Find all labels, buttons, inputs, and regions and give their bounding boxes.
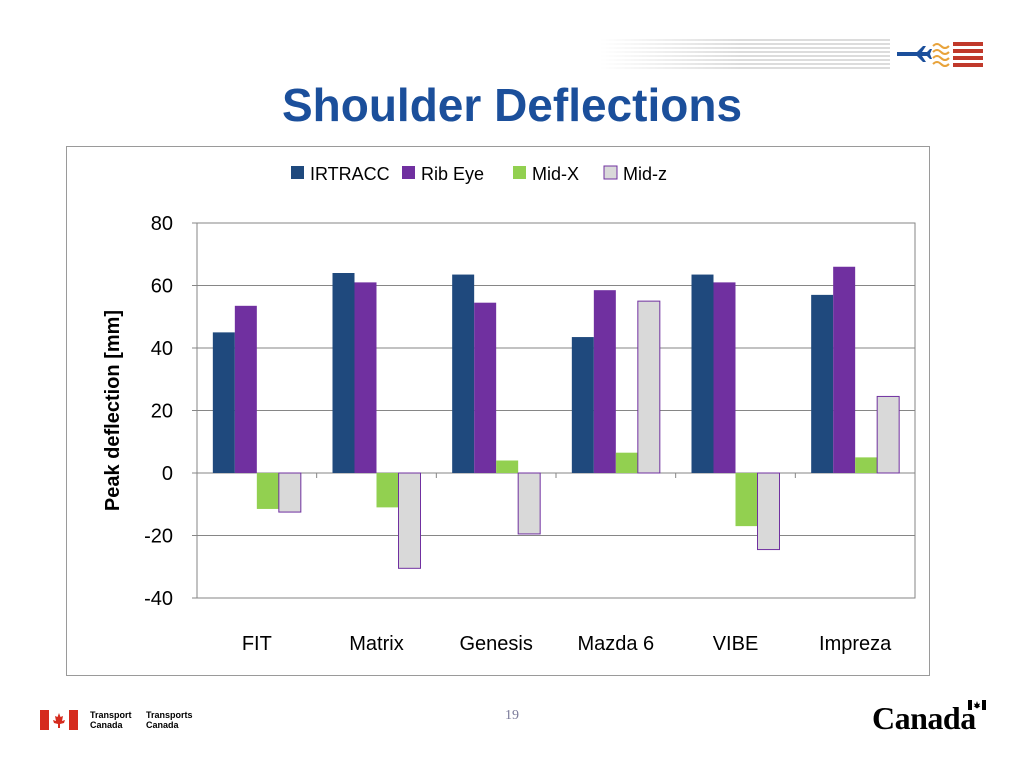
- legend-entry: Rib Eye: [421, 164, 484, 184]
- x-category-label: VIBE: [713, 633, 759, 655]
- y-tick-label: 20: [151, 401, 173, 423]
- bar-rib-eye: [833, 266, 856, 473]
- bar-rib-eye: [354, 282, 377, 473]
- bar-mid-z: [876, 395, 900, 474]
- dept-en-line2: Canada: [90, 720, 123, 730]
- bar-mid-x: [855, 457, 878, 473]
- legend-entry: Mid-X: [532, 164, 579, 184]
- bar-rib-eye: [234, 305, 257, 473]
- bar-mid-z: [517, 472, 541, 535]
- y-tick-label: -20: [144, 526, 173, 548]
- bar-mid-x: [496, 460, 519, 473]
- legend-swatch: [513, 166, 526, 179]
- slide-title: Shoulder Deflections: [281, 79, 743, 131]
- legend-entry: IRTRACC: [310, 164, 390, 184]
- bar-irtracc: [212, 332, 235, 473]
- dept-en-line1: Transport: [90, 710, 132, 720]
- y-tick-label: 40: [151, 338, 173, 360]
- dept-fr-line1: Transports: [146, 710, 193, 720]
- bar-irtracc: [571, 337, 594, 473]
- bar-mid-x: [615, 452, 638, 473]
- dept-name-fr: Transports Canada: [146, 710, 193, 730]
- bar-rib-eye: [593, 290, 616, 473]
- bar-mid-z: [278, 472, 302, 513]
- airplane-icon: [897, 46, 932, 62]
- y-tick-label: 0: [162, 463, 173, 485]
- water-waves-icon: [932, 43, 950, 67]
- x-category-label: FIT: [242, 633, 272, 655]
- x-category-label: Impreza: [819, 633, 892, 655]
- bar-irtracc: [811, 294, 834, 473]
- transport-modes-logo: [897, 42, 983, 67]
- legend-swatch: [291, 166, 304, 179]
- y-tick-label: 60: [151, 276, 173, 298]
- bar-mid-x: [376, 473, 399, 508]
- y-tick-label: 80: [151, 213, 173, 235]
- bar-irtracc: [691, 274, 714, 473]
- y-tick-label: -40: [144, 588, 173, 610]
- bar-mid-z: [637, 300, 661, 474]
- legend-entry: Mid-z: [623, 164, 667, 184]
- dept-name-en: Transport Canada: [90, 710, 132, 730]
- bar-mid-z: [398, 472, 421, 569]
- legend-swatch: [603, 165, 618, 180]
- x-category-label: Genesis: [459, 633, 532, 655]
- bar-mid-z: [757, 472, 780, 551]
- bar-mid-x: [735, 473, 758, 527]
- bar-irtracc: [332, 273, 355, 473]
- canada-flag-icon: [40, 710, 78, 730]
- bar-irtracc: [452, 274, 475, 473]
- page-number: 19: [505, 708, 519, 723]
- header-stripes: [600, 36, 890, 72]
- dept-fr-line2: Canada: [146, 720, 179, 730]
- bar-mid-x: [256, 473, 279, 509]
- bar-rib-eye: [713, 282, 736, 473]
- x-category-label: Matrix: [349, 633, 403, 655]
- chart-frame: 80 60 40 20 0 -20 -40 FIT Matrix Genesis Mazda 6 VI…: [66, 146, 930, 676]
- bar-rib-eye: [474, 302, 497, 473]
- bar-chart: 80 60 40 20 0 -20 -40 FIT Matrix Genesis Mazda 6 VI…: [102, 164, 916, 655]
- wordmark-flag-icon: [968, 700, 986, 710]
- legend-swatch: [402, 166, 415, 179]
- canada-wordmark: Canada: [872, 700, 976, 736]
- x-category-label: Mazda 6: [577, 633, 654, 655]
- y-axis-label: Peak deflection [mm]: [102, 310, 124, 511]
- rail-icon: [953, 42, 983, 67]
